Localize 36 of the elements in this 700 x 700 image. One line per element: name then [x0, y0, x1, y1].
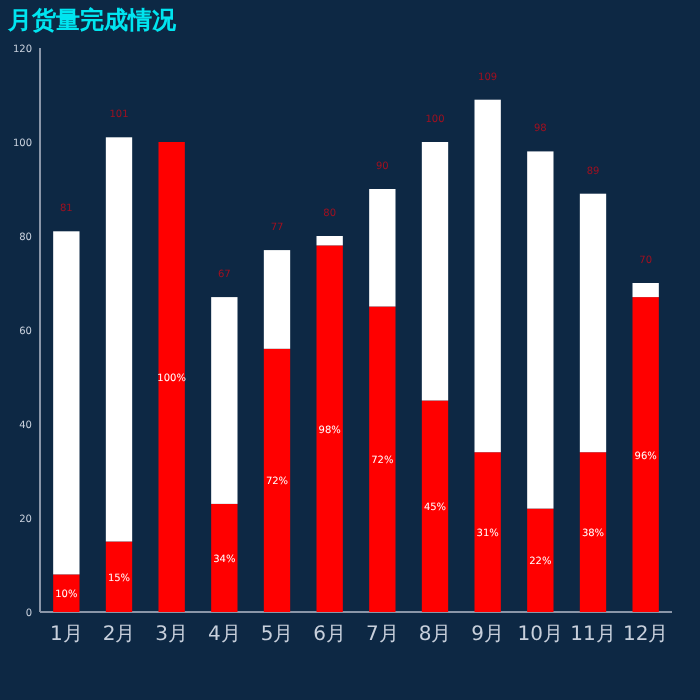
- chart-title: 月货量完成情况: [6, 6, 178, 34]
- bar: [263, 250, 291, 349]
- bar: [527, 151, 554, 509]
- bar: [474, 452, 501, 612]
- x-tick-label: 12月: [622, 624, 669, 646]
- bar: [105, 541, 133, 612]
- bar: [369, 306, 396, 612]
- bar: [316, 236, 343, 246]
- x-tick-label: 11月: [570, 624, 616, 646]
- bar: [369, 189, 396, 307]
- bar: [579, 193, 607, 453]
- x-tick-label: 7月: [365, 624, 399, 646]
- x-tick-label: 4月: [207, 624, 241, 646]
- bar: [105, 137, 133, 542]
- x-tick-label: 10月: [517, 624, 564, 646]
- bar: [53, 574, 80, 612]
- bar: [211, 503, 238, 612]
- x-tick-label: 5月: [260, 624, 294, 646]
- bar: [211, 297, 238, 504]
- x-tick-label: 9月: [471, 624, 505, 646]
- x-tick-label: 2月: [102, 624, 136, 646]
- bar: [474, 99, 501, 453]
- x-tick-label: 8月: [418, 624, 452, 646]
- bar: [53, 231, 80, 575]
- bar: [632, 297, 659, 612]
- bar: [421, 400, 449, 612]
- bar: [158, 142, 185, 612]
- x-tick-label: 1月: [49, 624, 83, 646]
- bar: [263, 348, 291, 612]
- bar: [316, 245, 343, 612]
- x-tick-label: 6月: [313, 624, 347, 646]
- bar: [632, 283, 659, 298]
- bar: [579, 452, 607, 612]
- x-tick-label: 3月: [155, 624, 189, 646]
- bar: [421, 142, 449, 401]
- bar: [527, 508, 554, 612]
